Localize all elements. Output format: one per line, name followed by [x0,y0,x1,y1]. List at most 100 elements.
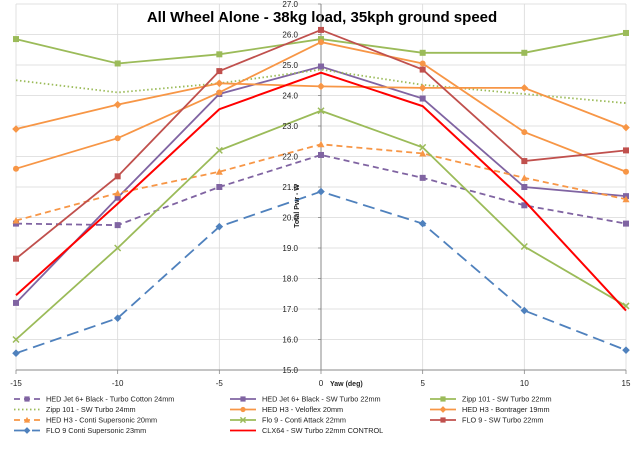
data-point-stroke [215,146,223,154]
data-point [113,314,122,322]
data-point [114,173,121,180]
y-tick-label: 22.0 [282,153,298,162]
data-point [419,149,427,157]
data-point [622,195,630,203]
data-point [623,220,629,227]
x-tick-label: 15 [622,379,631,388]
data-point-stroke [419,143,427,151]
data-point-stroke [520,242,528,251]
data-point [114,194,121,201]
legend-item: HED H3 - Veloflex 20mm [230,405,343,414]
data-point [216,89,223,96]
data-point [318,26,324,33]
y-tick-label: 24.0 [282,92,298,101]
data-point [623,147,629,154]
data-point [418,84,427,92]
y-axis-label: Total Pwr - W [294,184,301,228]
legend-item: FLO 9 Conti Supersonic 23mm [14,426,146,435]
data-point [13,220,19,227]
data-point [13,36,19,43]
data-point [114,189,122,197]
data-point [520,242,528,251]
data-point [113,100,122,109]
data-point [240,396,246,402]
data-point [520,174,528,181]
data-point [239,416,247,424]
y-tick-label: 17.0 [282,305,298,314]
series-line [13,29,629,67]
data-point-stroke [239,416,247,424]
legend-item: Zipp 101 - SW Turbo 24mm [14,405,136,414]
series-line [15,71,627,312]
data-point [419,174,426,181]
data-point [12,349,20,358]
legend-label: HED Jet 6+ Black - SW Turbo 22mm [262,395,381,404]
y-tick-label: 25.0 [282,61,298,70]
legend-label: FLO 9 - SW Turbo 22mm [462,416,544,425]
y-tick-label: 21.0 [282,183,298,192]
data-point [216,68,223,75]
legend-label: HED H3 - Bontrager 19mm [462,405,550,414]
data-point [23,416,31,423]
data-point [215,146,223,154]
data-point [521,129,528,136]
data-point [317,82,325,91]
legend-item: HED Jet 6+ Black - Turbo Cotton 24mm [14,395,174,404]
legend-item: HED Jet 6+ Black - SW Turbo 22mm [230,395,381,404]
legend-label: CLX64 - SW Turbo 22mm CONTROL [262,426,383,435]
series-line [12,79,630,133]
legend-item: CLX64 - SW Turbo 22mm CONTROL [230,426,383,435]
series-layer [12,26,630,358]
data-point [114,60,121,67]
x-tick-label: 10 [520,379,529,388]
legend-item: Zipp 101 - SW Turbo 22mm [430,395,552,404]
legend-label: HED H3 - Conti Supersonic 20mm [46,416,157,425]
x-tick-label: -15 [10,379,22,388]
x-tick-label: -10 [112,379,124,388]
y-tick-label: 19.0 [282,244,298,253]
data-point [622,346,630,354]
y-tick-label: 18.0 [282,275,298,284]
data-point [418,219,427,228]
data-point [216,51,223,58]
x-axis-label: Yaw (deg) [330,381,363,388]
series-line [12,187,630,358]
data-point [318,151,324,158]
data-point [317,140,325,148]
data-point [318,36,324,43]
y-tick-label: 15.0 [282,366,298,375]
series-line [13,26,629,262]
data-point [114,222,121,229]
legend-item: Flo 9 - Conti Attack 22mm [230,416,346,425]
data-point [240,406,246,413]
data-point [440,417,446,423]
data-point [13,165,19,172]
data-point [216,184,223,190]
data-point [623,29,629,36]
y-tick-label: 16.0 [282,336,298,345]
data-point [623,168,629,175]
series-line [13,151,629,229]
data-point [419,143,427,151]
legend: HED Jet 6+ Black - Turbo Cotton 24mm HED … [14,395,552,435]
series-line [13,39,629,175]
data-point [317,187,325,196]
data-point-stroke [114,244,122,252]
legend-label: FLO 9 Conti Supersonic 23mm [46,426,146,435]
data-point-stroke [12,335,20,344]
data-point [12,335,20,344]
data-point [419,66,426,73]
data-point [12,217,20,224]
data-point [12,125,20,133]
data-point [13,255,19,262]
data-point [318,39,324,46]
data-point [215,222,224,231]
legend-label: Zipp 101 - SW Turbo 24mm [46,405,136,414]
series-path [15,71,627,312]
data-point [520,306,529,315]
data-point [521,158,528,165]
legend-label: HED H3 - Veloflex 20mm [262,405,343,414]
data-point [215,168,223,175]
tick-labels: 15.0 16.0 17.0 18.0 19.0 20.0 21.0 22.0 23.0 24.0… [10,0,631,388]
